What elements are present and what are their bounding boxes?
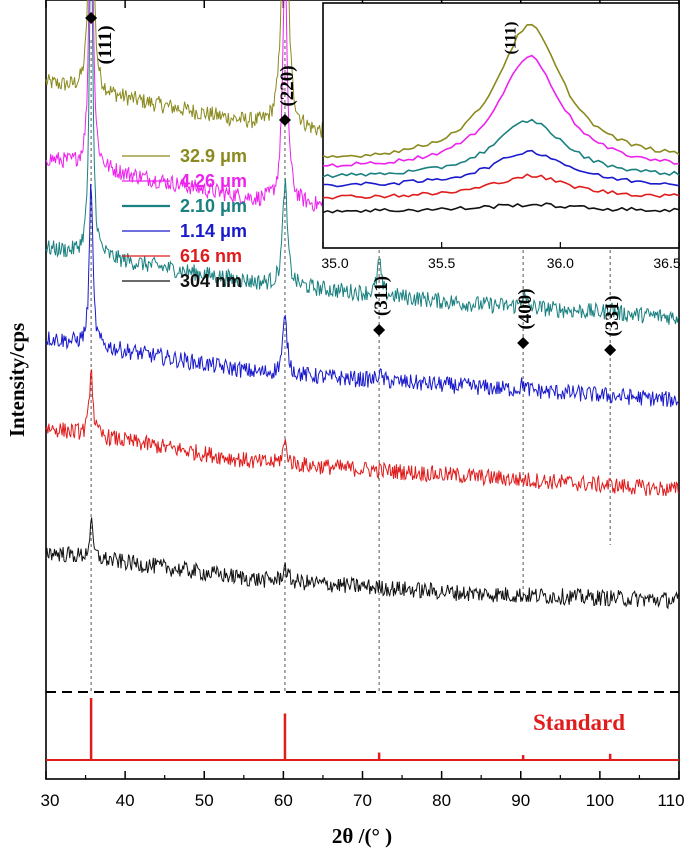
legend-label: 2.10 μm	[180, 196, 247, 216]
x-tick-label: 110	[657, 791, 684, 810]
standard-pattern	[46, 698, 679, 761]
legend-label: 616 nm	[180, 246, 242, 266]
legend-label: 4.26 μm	[180, 171, 247, 191]
inset-series-line	[322, 173, 680, 200]
peak-diamond	[604, 344, 617, 356]
inset-x-tick-label: 36.0	[547, 255, 574, 271]
peak-label: (400)	[515, 288, 536, 329]
inset-x-ticks: 35.0 35.5 36.0 36.5	[321, 242, 681, 271]
std-label: Standard	[533, 710, 625, 735]
peak-label: (311)	[371, 276, 392, 316]
series-line	[45, 369, 679, 497]
legend-label: 1.14 μm	[180, 221, 247, 241]
peak-diamond	[278, 114, 291, 126]
inset-x-tick-label: 35.0	[321, 255, 348, 271]
peak-label: (331)	[602, 295, 623, 336]
x-tick-label: 70	[353, 791, 372, 810]
series-line	[45, 183, 679, 408]
peak-diamond	[517, 337, 530, 349]
peak-diamond	[85, 12, 98, 24]
x-tick-label: 50	[195, 791, 214, 810]
inset-frame	[322, 2, 680, 249]
inset-series-line	[322, 54, 680, 168]
x-tick-label: 90	[511, 791, 530, 810]
x-tick-label: 60	[274, 791, 293, 810]
series-line	[45, 0, 679, 325]
inset-series-line	[323, 149, 680, 188]
inset-x-tick-label: 35.5	[428, 255, 455, 271]
peak-label: (111)	[95, 25, 116, 64]
inset-series-line	[322, 202, 680, 214]
x-tick-label: 40	[116, 791, 135, 810]
inset-series	[322, 23, 680, 214]
peak-diamond	[373, 324, 386, 336]
x-tick-label: 80	[432, 791, 451, 810]
y-axis-title: Intensity/cps	[5, 323, 29, 437]
x-axis-ticks	[45, 0, 680, 779]
legend-label: 304 nm	[180, 271, 242, 291]
peak-label: (220)	[277, 65, 298, 106]
peak-markers: (111) (220) (311) (400) (331)	[85, 12, 623, 356]
x-axis-tick-labels: 30 40 50 60 70 80 90 100 110	[41, 791, 685, 810]
inset-series-line	[322, 118, 680, 179]
series-line	[45, 517, 679, 610]
x-tick-label: 100	[586, 791, 614, 810]
inset-x-tick-label: 36.5	[653, 255, 680, 271]
x-tick-label: 30	[41, 791, 60, 810]
legend-label: 32.9 μm	[180, 146, 247, 166]
inset-series-line	[322, 23, 680, 159]
x-axis-title: 2θ /(° )	[332, 824, 392, 848]
inset-peak-label: (111)	[502, 22, 519, 55]
legend: 32.9 μm 4.26 μm 2.10 μm 1.14 μm 616 nm 304 nm	[122, 146, 247, 291]
